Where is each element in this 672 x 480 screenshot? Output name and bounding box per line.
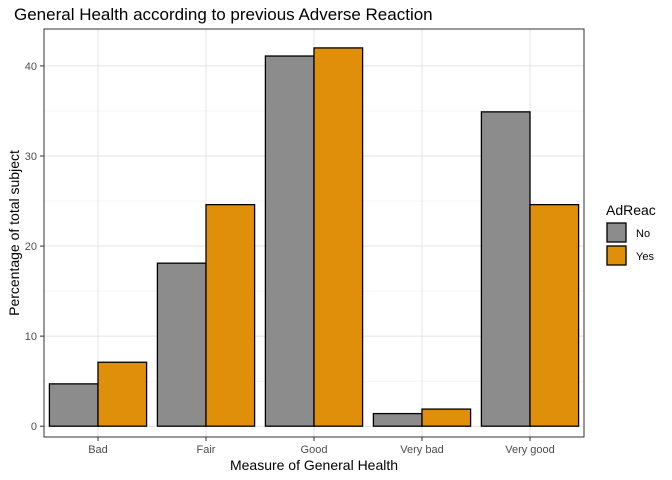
bar-no-very-bad (372, 412, 423, 427)
y-axis: 0 10 20 30 40 (25, 61, 44, 433)
legend: AdReac No Yes (606, 202, 656, 266)
bar-yes-very-good (529, 203, 580, 427)
x-tick-label: Good (301, 444, 328, 456)
legend-label-no: No (636, 228, 650, 240)
bar-no-good (264, 55, 315, 427)
y-axis-title: Percentage of total subject (6, 150, 22, 316)
bar-no-very-good (480, 111, 531, 427)
x-axis-title: Measure of General Health (230, 457, 398, 473)
legend-title: AdReac (606, 202, 656, 218)
bar-yes-very-bad (421, 408, 472, 427)
bar-yes-bad (97, 361, 148, 427)
x-tick-label: Fair (197, 444, 216, 456)
y-tick-label: 20 (25, 241, 37, 253)
bars-group (48, 47, 580, 427)
x-tick-label: Bad (88, 444, 108, 456)
y-tick-label: 40 (25, 61, 37, 73)
x-tick-label: Very bad (400, 444, 443, 456)
y-tick-label: 10 (25, 331, 37, 343)
legend-key-yes (606, 245, 627, 266)
legend-key-no (606, 222, 627, 243)
legend-label-yes: Yes (636, 251, 654, 263)
bar-yes-good (313, 47, 364, 427)
bar-no-bad (48, 383, 99, 427)
x-tick-label: Very good (505, 444, 555, 456)
y-tick-label: 0 (31, 421, 37, 433)
x-axis: Bad Fair Good Very bad Very good (88, 437, 555, 456)
y-tick-label: 30 (25, 151, 37, 163)
bar-yes-fair (205, 203, 256, 427)
chart-title: General Health according to previous Adv… (14, 5, 433, 24)
bar-no-fair (156, 262, 207, 427)
